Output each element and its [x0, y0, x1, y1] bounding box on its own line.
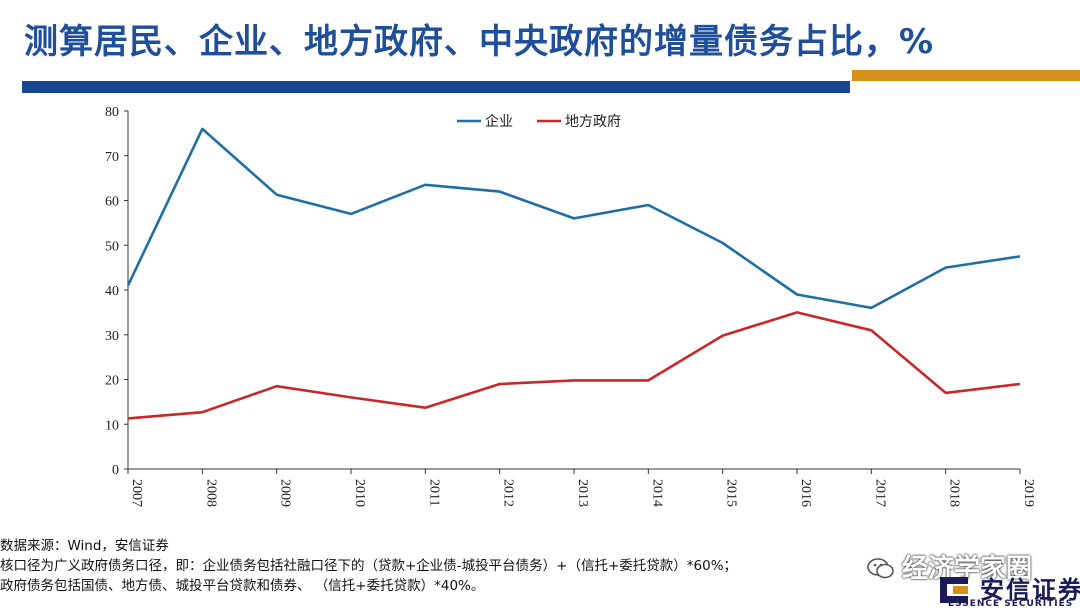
- y-tick-label: 0: [112, 463, 119, 478]
- x-tick-label: 2010: [352, 479, 367, 507]
- chart-legend: 企业 地方政府: [457, 113, 621, 130]
- y-tick-label: 70: [105, 150, 119, 165]
- header-divider-blue: [22, 81, 850, 93]
- x-tick-label: 2015: [724, 479, 739, 507]
- method-note-2: 政府债务包括国债、地方债、城投平台贷款和债券、 （信托+委托贷款）*40%。: [0, 578, 485, 594]
- y-tick-label: 20: [105, 374, 119, 389]
- line-chart: 0 10 20 30 40 50 60 70 80 2007 2008 2009 2010 2011 201…: [105, 105, 1036, 507]
- brand-logo: 安信证券 ESSENCE SECURITIES: [930, 567, 1080, 611]
- source-note: 数据来源：Wind，安信证券: [0, 538, 169, 554]
- y-tick-label: 60: [105, 195, 119, 210]
- y-tick-label: 30: [105, 329, 119, 344]
- series-line-1: [127, 311, 1021, 420]
- x-tick-label: 2007: [129, 479, 144, 507]
- y-tick-label: 10: [105, 418, 119, 433]
- legend-label: 企业: [485, 113, 513, 130]
- logo-text-en: ESSENCE SECURITIES: [948, 599, 1074, 609]
- wechat-icon: [867, 558, 894, 579]
- x-tick-label: 2011: [426, 479, 441, 506]
- header-divider-gold: [852, 70, 1080, 81]
- method-note-1: 核口径为广义政府债务口径，即：企业债务包括社融口径下的（贷款+企业债-城投平台债…: [0, 558, 738, 574]
- x-tick-label: 2019: [1021, 479, 1036, 507]
- notes: 数据来源：Wind，安信证券 核口径为广义政府债务口径，即：企业债务包括社融口径…: [0, 536, 737, 596]
- x-tick-label: 2018: [947, 479, 962, 507]
- logo-text-cn: 安信证券: [980, 576, 1080, 604]
- x-tick-label: 2017: [872, 479, 887, 507]
- x-tick-label: 2012: [501, 479, 516, 507]
- x-tick-label: 2008: [203, 479, 218, 507]
- y-tick-label: 40: [105, 284, 119, 299]
- x-tick-label: 2009: [278, 479, 293, 507]
- y-tick-label: 80: [105, 105, 119, 120]
- chart-series: [126, 127, 1021, 420]
- logo-mark-icon: [940, 577, 968, 603]
- x-tick-label: 2013: [575, 479, 590, 507]
- x-tick-label: 2016: [798, 479, 813, 507]
- y-tick-label: 50: [105, 239, 119, 254]
- legend-label: 地方政府: [565, 114, 621, 130]
- chart-axes: 0 10 20 30 40 50 60 70 80 2007 2008 2009 2010 2011 201…: [105, 105, 1036, 507]
- x-tick-label: 2014: [649, 479, 664, 507]
- page-title: 测算居民、企业、地方政府、中央政府的增量债务占比，%: [24, 22, 935, 62]
